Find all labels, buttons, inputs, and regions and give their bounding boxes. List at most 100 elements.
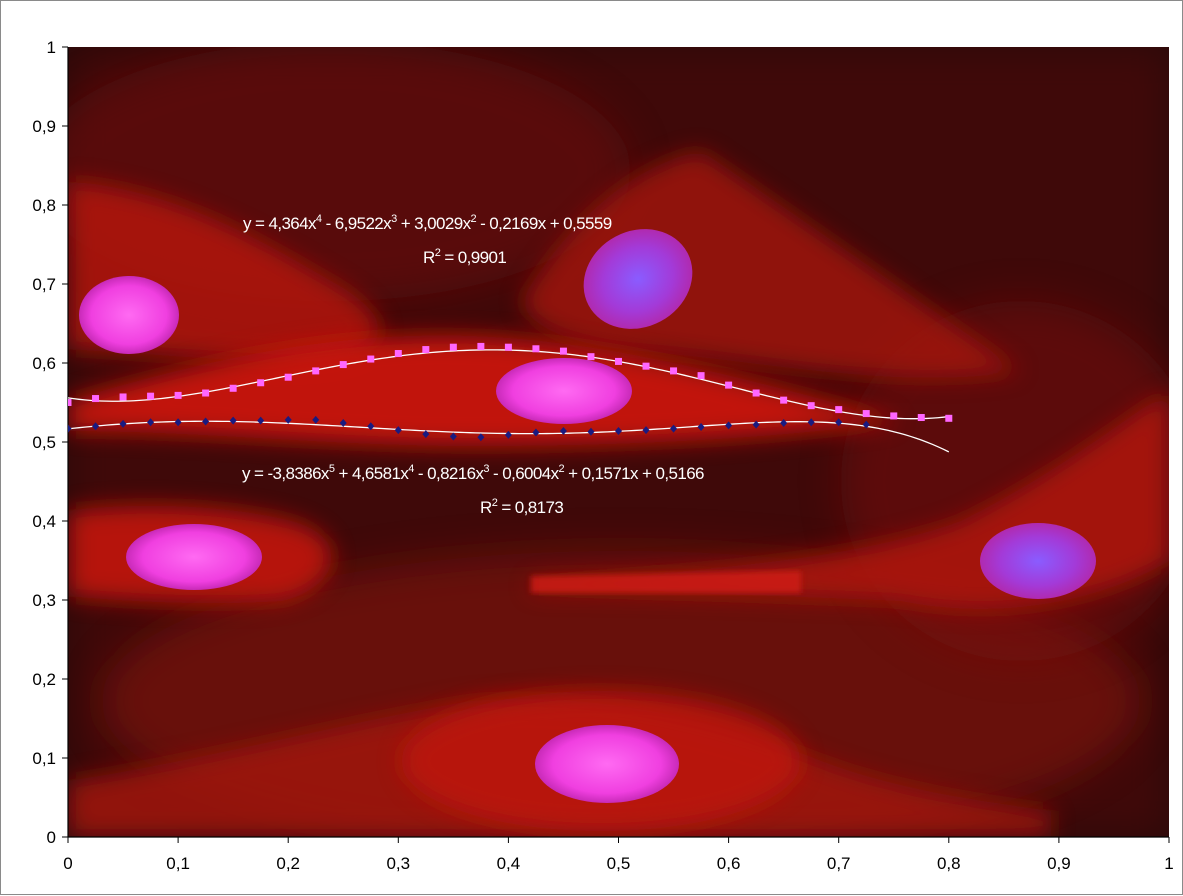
series-1-point [697,372,705,380]
series-2-point [532,428,540,437]
series-2-point [92,422,100,431]
y-tick-label: 1 [47,38,56,57]
series-1-point [477,342,485,350]
x-tick-label: 0,9 [1047,854,1071,873]
series-2-point [587,427,595,436]
series-2-point [68,424,72,433]
series-1-point [119,393,127,401]
series-1-point [229,384,237,392]
series-1-point [642,362,650,370]
series-2-point [339,419,347,428]
series-1-point [174,391,182,399]
series-1-point [367,355,375,363]
series-2-point [862,420,870,429]
data-markers [68,342,953,442]
x-tick-label: 0,2 [276,854,300,873]
axes: 0 0,1 0,2 0,3 0,4 0,5 0,6 0,7 0,8 0,9 1 0 0,1 0,2 0,3… [32,38,1173,873]
series-1-point [890,412,898,420]
series-2-point [807,418,815,427]
series-1-point [394,350,402,358]
series-1-point [670,367,678,375]
equation-annotations: y = 4,364x4 - 6,9522x3 + 3,0029x2 - 0,21… [242,213,705,517]
series-1-point [862,410,870,418]
series-2-point [559,426,567,435]
series-2-point [697,422,705,431]
series-1-point [532,345,540,353]
series-1-point [312,367,320,375]
series-2-point [147,418,155,427]
series-1-point [147,392,155,400]
series-2-point [119,419,127,428]
y-tick-label: 0,6 [32,354,56,373]
nucleus [496,358,632,424]
series-1-point [559,347,567,355]
cell-micrograph-background [68,47,1169,837]
series-2-point [615,426,622,435]
series-2-point [752,420,760,429]
x-tick-label: 0,4 [497,854,521,873]
nucleus [980,523,1096,599]
y-tick-label: 0,7 [32,275,56,294]
nucleus [126,524,262,590]
y-tick-label: 0,3 [32,591,56,610]
trendline-r2-1: R2 = 0,9901 [423,247,506,267]
series-2-point [780,419,788,428]
x-tick-label: 0,1 [166,854,190,873]
y-tick-label: 0,2 [32,670,56,689]
series-1-point [202,389,210,397]
y-tick-label: 0,8 [32,196,56,215]
nucleus [583,229,693,329]
series-1-point [257,379,265,387]
series-1-point [945,414,953,422]
series-2-point [449,432,457,441]
series-1-point [68,399,72,406]
series-2-point [835,418,843,427]
y-tick-label: 0 [47,828,56,847]
x-tick-label: 0,7 [827,854,851,873]
nucleus [79,276,179,354]
x-tick-label: 0,5 [607,854,631,873]
y-ticks: 0 0,1 0,2 0,3 0,4 0,5 0,6 0,7 0,8 0,9 1 [32,38,68,847]
series-2-point [257,416,265,425]
series-2-point [312,415,320,424]
series-1-point [422,346,430,354]
trendline-equation-2: y = -3,8386x5 + 4,6581x4 - 0,8216x3 - 0,… [242,463,704,483]
series-2-point [174,418,182,427]
x-tick-label: 0,6 [717,854,741,873]
series-2-point [202,417,210,426]
series-2-point [367,422,375,431]
series-2-point [394,426,402,435]
series-2-point [725,421,733,430]
x-tick-label: 0,8 [937,854,961,873]
series-1-point [339,361,347,369]
y-tick-label: 0,1 [32,749,56,768]
series-1-point [587,353,595,361]
y-tick-label: 0,5 [32,433,56,452]
nucleus [535,725,679,803]
series-1-point [752,389,760,397]
y-tick-label: 0,4 [32,512,56,531]
series-2-point [670,424,678,433]
trendline-equation-1: y = 4,364x4 - 6,9522x3 + 3,0029x2 - 0,21… [243,213,612,233]
series-1-point [807,402,815,410]
series-1-point [92,395,100,403]
series-2-point [284,415,292,424]
series-1-point [615,357,622,365]
x-tick-label: 0 [63,854,72,873]
trendline-r2-2: R2 = 0,8173 [480,497,563,517]
series-1-point [780,396,788,404]
series-1-point [504,343,512,351]
series-1-point [917,414,925,422]
series-2-point [504,430,512,439]
series-2-point [422,430,430,439]
series-2-point [477,433,485,442]
series-1-point [725,381,733,389]
x-ticks: 0 0,1 0,2 0,3 0,4 0,5 0,6 0,7 0,8 0,9 1 [63,837,1174,873]
x-tick-label: 0,3 [386,854,410,873]
series-2-point [642,426,650,435]
series-2-point [229,416,237,425]
y-tick-label: 0,9 [32,117,56,136]
series-1-point [449,343,457,351]
